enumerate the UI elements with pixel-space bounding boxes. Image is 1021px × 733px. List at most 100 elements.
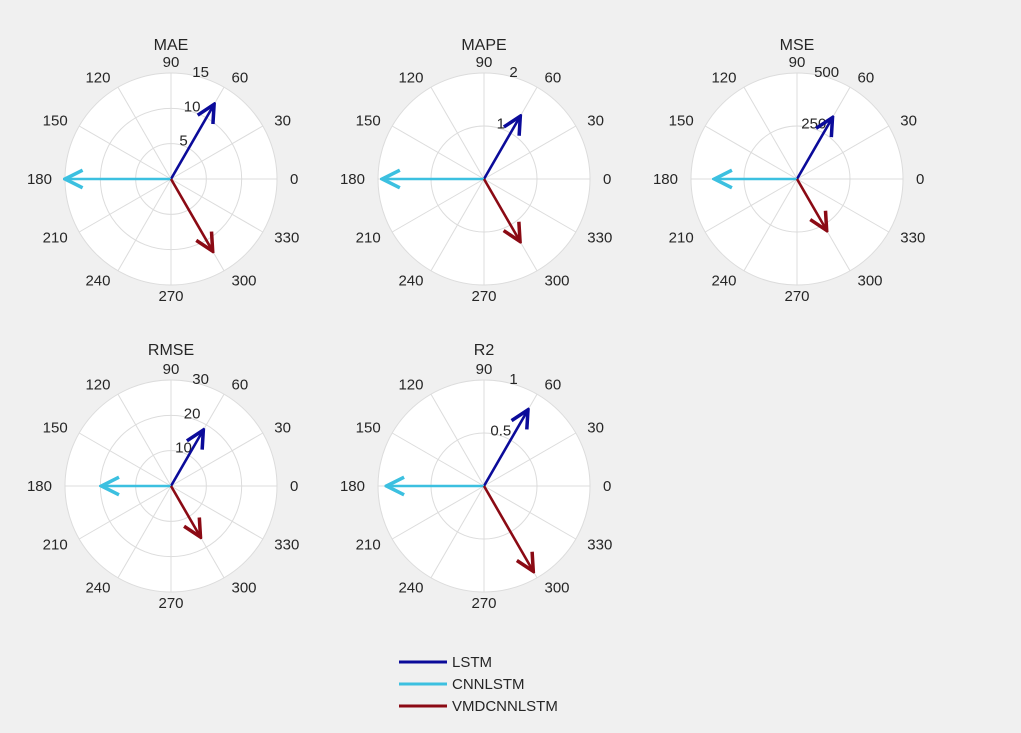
angle-tick-label: 270 — [158, 595, 183, 612]
arrow-lstm — [795, 117, 833, 180]
radial-tick-label: 1 — [509, 371, 517, 388]
angle-tick-label: 180 — [653, 171, 678, 188]
arrow-lstm — [169, 430, 203, 487]
angle-tick-label: 300 — [232, 579, 257, 596]
spoke-150 — [78, 432, 172, 487]
angle-tick-label: 90 — [163, 54, 180, 71]
plot-title: MAPE — [461, 37, 506, 54]
plot-title: R2 — [474, 342, 495, 359]
angle-tick-label: 30 — [900, 113, 917, 130]
angle-tick-label: 60 — [858, 70, 875, 87]
angle-tick-label: 0 — [603, 478, 611, 495]
angle-tick-label: 60 — [232, 377, 249, 394]
angle-tick-label: 0 — [603, 171, 611, 188]
angle-tick-label: 90 — [476, 361, 493, 378]
angle-tick-label: 330 — [587, 230, 612, 247]
spoke-210 — [78, 178, 172, 233]
angle-tick-label: 150 — [356, 113, 381, 130]
angle-tick-label: 180 — [340, 478, 365, 495]
radial-tick-label: 30 — [192, 371, 209, 388]
angle-tick-label: 60 — [545, 70, 562, 87]
arrow-vmdcnnlstm — [795, 178, 827, 230]
spoke-330 — [170, 485, 264, 540]
angle-tick-label: 90 — [789, 54, 806, 71]
angle-tick-label: 120 — [85, 70, 110, 87]
angle-tick-label: 30 — [274, 113, 291, 130]
spoke-30 — [170, 125, 264, 180]
angle-tick-label: 60 — [232, 70, 249, 87]
arrow-lstm — [482, 116, 520, 180]
spoke-120 — [117, 393, 172, 487]
compass-plot-rmse: 1020300306090120150180210240270300330RMS… — [27, 342, 299, 612]
angle-tick-label: 240 — [398, 272, 423, 289]
arrow-lstm — [169, 104, 214, 180]
angle-tick-label: 150 — [43, 420, 68, 437]
arrow-vmdcnnlstm — [169, 485, 201, 537]
angle-tick-label: 120 — [85, 377, 110, 394]
angle-tick-label: 150 — [669, 113, 694, 130]
plot-title: RMSE — [148, 342, 194, 359]
spoke-30 — [170, 432, 264, 487]
legend-label-lstm: LSTM — [452, 654, 492, 671]
angle-tick-label: 240 — [711, 272, 736, 289]
arrow-vmdcnnlstm — [482, 485, 533, 571]
legend-label-cnnlstm: CNNLSTM — [452, 676, 525, 693]
plot-title: MAE — [154, 37, 189, 54]
angle-tick-label: 210 — [356, 230, 381, 247]
angle-tick-label: 300 — [232, 272, 257, 289]
angle-tick-label: 270 — [471, 595, 496, 612]
angle-tick-label: 210 — [43, 537, 68, 554]
radial-tick-label: 15 — [192, 64, 209, 81]
radial-tick-label: 250 — [801, 116, 826, 133]
compass-plot-mse: 250 500 0 30 60 90 120 150 180 210 240 270 300 330 MSE — [653, 37, 925, 305]
angle-tick-label: 210 — [669, 230, 694, 247]
plot-title: MSE — [780, 37, 815, 54]
angle-tick-label: 330 — [274, 230, 299, 247]
angle-tick-label: 60 — [545, 377, 562, 394]
angle-tick-label: 120 — [711, 70, 736, 87]
angle-tick-label: 150 — [356, 420, 381, 437]
angle-tick-label: 270 — [471, 288, 496, 305]
angle-tick-label: 30 — [274, 420, 291, 437]
angle-tick-label: 330 — [587, 537, 612, 554]
angle-tick-label: 180 — [340, 171, 365, 188]
compass-plot-r2: 0.5 1 0 30 60 90 120 150 180 210 240 270 300 330 R2 — [340, 342, 612, 612]
angle-tick-label: 300 — [545, 272, 570, 289]
angle-tick-label: 300 — [545, 579, 570, 596]
angle-tick-label: 0 — [290, 478, 298, 495]
legend: LSTM CNNLSTM VMDCNNLSTM — [399, 654, 558, 715]
angle-tick-label: 150 — [43, 113, 68, 130]
radial-tick-label: 5 — [179, 133, 187, 150]
angle-tick-label: 240 — [85, 272, 110, 289]
arrow-vmdcnnlstm — [482, 178, 520, 241]
angle-tick-label: 270 — [158, 288, 183, 305]
angle-tick-label: 330 — [900, 230, 925, 247]
angle-tick-label: 300 — [858, 272, 883, 289]
radial-tick-label: 0.5 — [490, 423, 511, 440]
angle-tick-label: 30 — [587, 420, 604, 437]
spoke-120 — [117, 86, 172, 180]
arrow-vmdcnnlstm — [169, 178, 213, 251]
spoke-240 — [117, 485, 172, 579]
radial-tick-label: 2 — [509, 64, 517, 81]
angle-tick-label: 120 — [398, 377, 423, 394]
angle-tick-label: 180 — [27, 478, 52, 495]
spoke-330 — [170, 178, 264, 233]
legend-label-vmdcnnlstm: VMDCNNLSTM — [452, 698, 558, 715]
angle-tick-label: 90 — [476, 54, 493, 71]
angle-tick-label: 240 — [85, 579, 110, 596]
radial-tick-label: 500 — [814, 64, 839, 81]
radial-tick-label: 10 — [184, 98, 201, 115]
spoke-210 — [78, 485, 172, 540]
radial-tick-label: 20 — [184, 405, 201, 422]
angle-tick-label: 0 — [916, 171, 924, 188]
spoke-150 — [78, 125, 172, 180]
angle-tick-label: 210 — [356, 537, 381, 554]
angle-tick-label: 210 — [43, 230, 68, 247]
angle-tick-label: 240 — [398, 579, 423, 596]
angle-tick-label: 270 — [784, 288, 809, 305]
arrow-lstm — [482, 410, 528, 487]
